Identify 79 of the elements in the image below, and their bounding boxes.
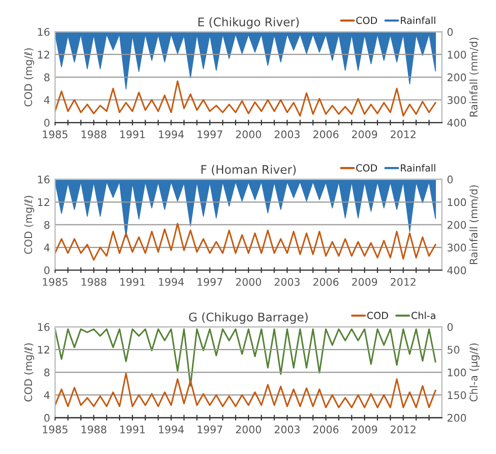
y2-tick-label: 200 xyxy=(448,73,466,82)
y-tick-label: 8 xyxy=(44,73,50,82)
chart-title: E (Chikugo River) xyxy=(198,17,299,29)
legend-label: COD xyxy=(367,312,388,320)
legend-label: COD xyxy=(356,16,378,24)
x-tick-label: 2006 xyxy=(313,278,338,286)
chart-title: F (Homan River) xyxy=(201,164,296,176)
x-tick-label: 2012 xyxy=(390,426,416,434)
y2-tick-label: 200 xyxy=(448,414,466,422)
y-tick-label: 12 xyxy=(38,50,50,58)
x-tick-label: 2000 xyxy=(236,426,262,434)
x-tick-label: 1997 xyxy=(198,130,222,138)
y-tick-label: 16 xyxy=(38,28,50,36)
y2-tick-label: 0 xyxy=(447,323,453,331)
y2-tick-label: 0 xyxy=(447,28,453,36)
y2-tick-label: 100 xyxy=(448,198,466,206)
x-tick-label: 1994 xyxy=(159,130,184,138)
x-tick-label: 2009 xyxy=(352,426,378,434)
y-tick-label: 0 xyxy=(44,414,50,422)
x-tick-label: 1994 xyxy=(159,278,184,286)
y-tick-label: 0 xyxy=(44,266,50,274)
y-tick-label: 12 xyxy=(38,198,50,206)
x-tick-label: 2006 xyxy=(313,426,338,434)
y2-tick-label: 400 xyxy=(447,266,466,274)
legend-label: COD xyxy=(356,164,378,172)
y2-tick-label: 100 xyxy=(448,50,466,59)
y-tick-label: 16 xyxy=(38,323,50,331)
line-series xyxy=(55,222,436,261)
y-axis-title: COD (mg/ℓ) xyxy=(24,196,34,254)
y2-tick-label: 50 xyxy=(448,346,460,354)
x-tick-label: 1988 xyxy=(82,278,106,286)
y2-tick-label: 200 xyxy=(448,220,466,229)
y2-tick-label: 300 xyxy=(448,244,466,252)
x-tick-label: 2000 xyxy=(236,130,262,138)
x-tick-label: 2009 xyxy=(352,130,378,138)
y-tick-label: 8 xyxy=(44,220,50,229)
legend-label: Rainfall xyxy=(400,164,436,172)
y-axis-title: COD (mg/ℓ) xyxy=(24,343,34,402)
x-tick-label: 2009 xyxy=(352,278,378,286)
x-tick-label: 1988 xyxy=(82,130,106,138)
x-tick-label: 1985 xyxy=(42,426,68,434)
x-tick-label: 2003 xyxy=(274,426,300,434)
y-tick-label: 4 xyxy=(44,244,50,252)
x-tick-label: 1997 xyxy=(198,426,222,434)
x-tick-label: 1985 xyxy=(42,130,68,138)
x-tick-label: 2012 xyxy=(390,278,416,286)
chart-title: G (Chikugo Barrage) xyxy=(188,312,308,324)
y2-tick-label: 0 xyxy=(447,176,453,184)
y2-axis-title: Rainfall (mm/d) xyxy=(469,38,479,116)
x-tick-label: 1997 xyxy=(198,278,222,286)
line-series xyxy=(55,80,436,117)
y-tick-label: 4 xyxy=(44,391,50,399)
legend-label: Chl-a xyxy=(412,312,436,320)
y2-axis-title: Chl-a (μg/ℓ) xyxy=(469,343,480,402)
x-tick-label: 2000 xyxy=(236,278,262,286)
x-tick-label: 2003 xyxy=(274,130,300,138)
y-tick-label: 4 xyxy=(44,96,50,104)
x-tick-label: 1988 xyxy=(82,426,106,434)
y-axis-title: COD (mg/ℓ) xyxy=(24,48,34,106)
x-tick-label: 1994 xyxy=(159,426,184,434)
x-tick-label: 2012 xyxy=(390,130,416,138)
x-tick-label: 1991 xyxy=(120,278,145,286)
y2-tick-label: 300 xyxy=(448,96,466,104)
y2-tick-label: 400 xyxy=(447,118,466,127)
x-tick-label: 2006 xyxy=(313,130,338,138)
y2-tick-label: 150 xyxy=(448,391,466,400)
y2-axis-title: Rainfall (mm/d) xyxy=(469,185,479,264)
y-tick-label: 0 xyxy=(44,118,50,127)
line-series xyxy=(55,328,436,387)
x-tick-label: 1991 xyxy=(120,130,145,138)
x-tick-label: 1991 xyxy=(120,426,145,434)
line-series xyxy=(55,372,436,408)
y-tick-label: 12 xyxy=(38,346,50,354)
legend-label: Rainfall xyxy=(400,16,436,24)
y-tick-label: 8 xyxy=(44,368,50,376)
x-tick-label: 2003 xyxy=(274,278,300,286)
y2-tick-label: 100 xyxy=(448,368,466,376)
y-tick-label: 16 xyxy=(38,176,50,184)
x-tick-label: 1985 xyxy=(42,278,68,286)
